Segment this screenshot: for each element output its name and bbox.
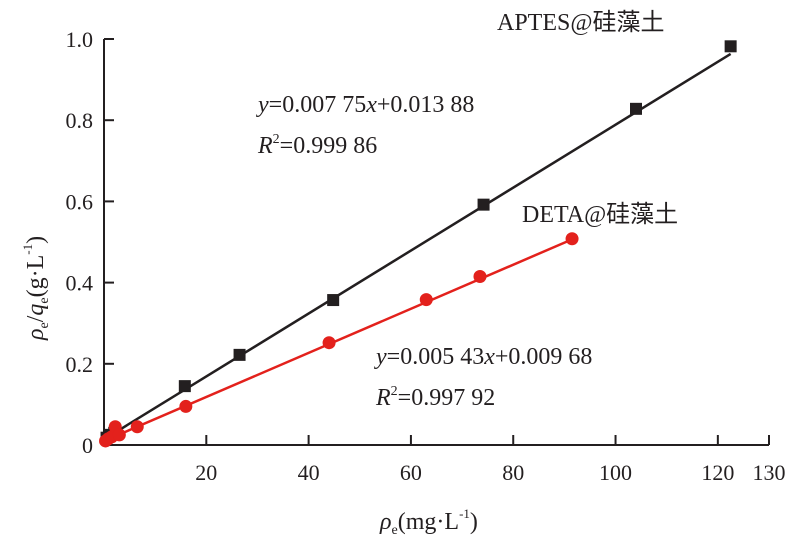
x-title-unit-post: ) [470, 509, 478, 535]
eq-aptes-post: +0.013 88 [377, 92, 475, 118]
series-label-deta: DETA@硅藻土 [522, 201, 678, 228]
r2-deta-value: =0.997 92 [398, 385, 496, 411]
equation-aptes: y=0.007 75x+0.013 88 [256, 92, 474, 118]
data-point-aptes [327, 294, 340, 307]
y-title-unit-post: ) [23, 236, 49, 244]
r2-aptes-value: =0.999 86 [280, 133, 378, 159]
y-axis-title: ρe/qe(g·L-1) [20, 236, 52, 341]
data-point-aptes [724, 40, 737, 53]
eq-deta-y: y [374, 344, 387, 370]
series-label-aptes: APTES@硅藻土 [497, 9, 664, 36]
eq-aptes-x: x [365, 92, 377, 118]
x-title-symbol: ρ [379, 509, 392, 535]
data-point-deta [112, 428, 126, 442]
x-tick-label: 100 [599, 460, 632, 485]
data-point-aptes [233, 348, 246, 361]
x-title-unit-pre: (mg·L [398, 509, 459, 535]
axes: 20 40 60 80 100 120 130 0 0.2 0.4 0.6 0.8 1.0 [66, 27, 786, 485]
x-title-sub: e [392, 523, 398, 538]
x-tick-label: 130 [753, 460, 786, 485]
annotations: APTES@硅藻土 DETA@硅藻土 y=0.007 75x+0.013 88 … [20, 9, 678, 538]
eq-deta-pre: =0.005 43 [387, 344, 485, 370]
r2-deta-sup: 2 [391, 384, 398, 399]
x-tick-label: 120 [701, 460, 734, 485]
y-tick-label: 1.0 [66, 27, 94, 52]
y-tick-label: 0.6 [66, 189, 94, 214]
r2-deta-var: R [375, 385, 391, 411]
y-title-sub1: e [37, 322, 52, 328]
data-point-aptes [630, 102, 642, 115]
y-title-symbol1: ρ [23, 328, 49, 341]
y-title-sub2: e [37, 297, 52, 303]
data-points [99, 40, 737, 448]
data-point-aptes [477, 198, 490, 211]
y-tick-label: 0.8 [66, 108, 94, 133]
y-tick-label: 0.2 [66, 352, 94, 377]
equation-deta: y=0.005 43x+0.009 68 [374, 344, 592, 370]
y-title-sup: -1 [20, 244, 35, 255]
x-axis-title: ρe(mg·L-1) [379, 506, 478, 538]
y-title-unit-pre: (g·L [23, 255, 49, 298]
y-tick-label: 0.4 [66, 271, 94, 296]
y-title-slash: / [23, 315, 49, 322]
fit-line-deta [105, 238, 573, 442]
y-tick-label: 0 [82, 433, 93, 458]
eq-aptes-pre: =0.007 75 [269, 92, 367, 118]
r2-aptes-sup: 2 [273, 132, 280, 147]
data-point-deta [179, 399, 193, 413]
r2-aptes-var: R [257, 133, 273, 159]
x-tick-label: 40 [298, 460, 320, 485]
data-point-deta [419, 293, 433, 307]
eq-aptes-y: y [256, 92, 269, 118]
data-point-deta [322, 336, 336, 350]
x-tick-label: 60 [400, 460, 422, 485]
eq-deta-x: x [483, 344, 495, 370]
r2-deta: R2=0.997 92 [375, 384, 495, 411]
data-point-deta [565, 232, 579, 246]
x-tick-label: 80 [502, 460, 524, 485]
r2-aptes: R2=0.999 86 [257, 132, 377, 159]
x-tick-label: 20 [195, 460, 217, 485]
fit-line-aptes [104, 52, 732, 440]
y-title-symbol2: q [23, 304, 49, 316]
data-point-aptes [178, 380, 191, 393]
eq-deta-post: +0.009 68 [495, 344, 593, 370]
data-point-deta [473, 270, 487, 284]
x-title-sup: -1 [459, 506, 470, 521]
data-point-deta [130, 420, 144, 434]
